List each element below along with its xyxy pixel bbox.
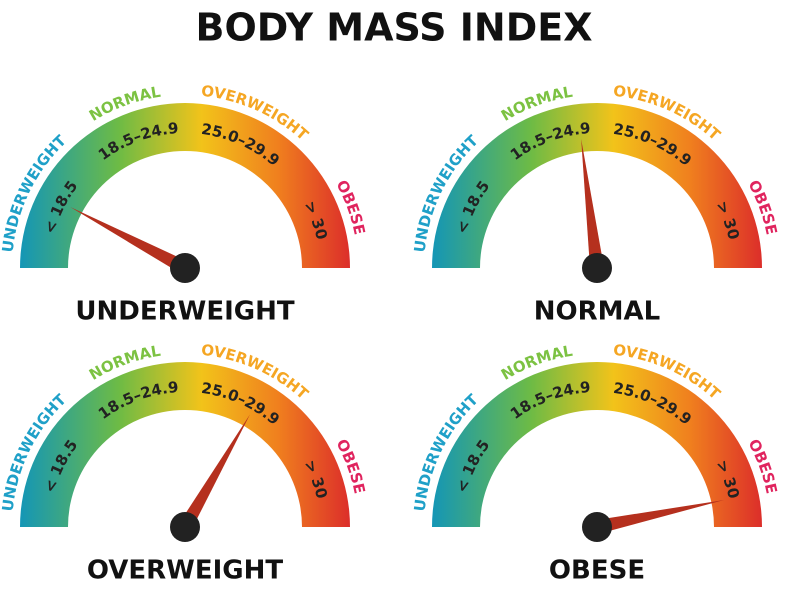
needle-hub (582, 253, 612, 283)
needle-hub (170, 512, 200, 542)
needle-hub (582, 512, 612, 542)
gauge-label: OBESE (549, 556, 645, 586)
gauge-arc (20, 103, 350, 268)
gauge: UNDERWEIGHT< 18.5NORMAL18.5–24.9OVERWEIG… (0, 341, 369, 586)
needle (581, 138, 604, 269)
gauge-arc (432, 362, 762, 527)
needle (595, 499, 725, 534)
needle (70, 206, 189, 275)
needle-hub (170, 253, 200, 283)
gauge: UNDERWEIGHT< 18.5NORMAL18.5–24.9OVERWEIG… (411, 82, 781, 327)
gauge-label: NORMAL (534, 297, 660, 327)
gauge-arc (432, 103, 762, 268)
gauge-arc (20, 362, 350, 527)
gauge: UNDERWEIGHT< 18.5NORMAL18.5–24.9OVERWEIG… (411, 341, 781, 586)
gauge-label: OVERWEIGHT (87, 556, 284, 586)
gauge-label: UNDERWEIGHT (75, 297, 294, 327)
needle (178, 414, 250, 531)
title: BODY MASS INDEX (195, 6, 592, 50)
gauge: UNDERWEIGHT< 18.5NORMAL18.5–24.9OVERWEIG… (0, 82, 369, 327)
